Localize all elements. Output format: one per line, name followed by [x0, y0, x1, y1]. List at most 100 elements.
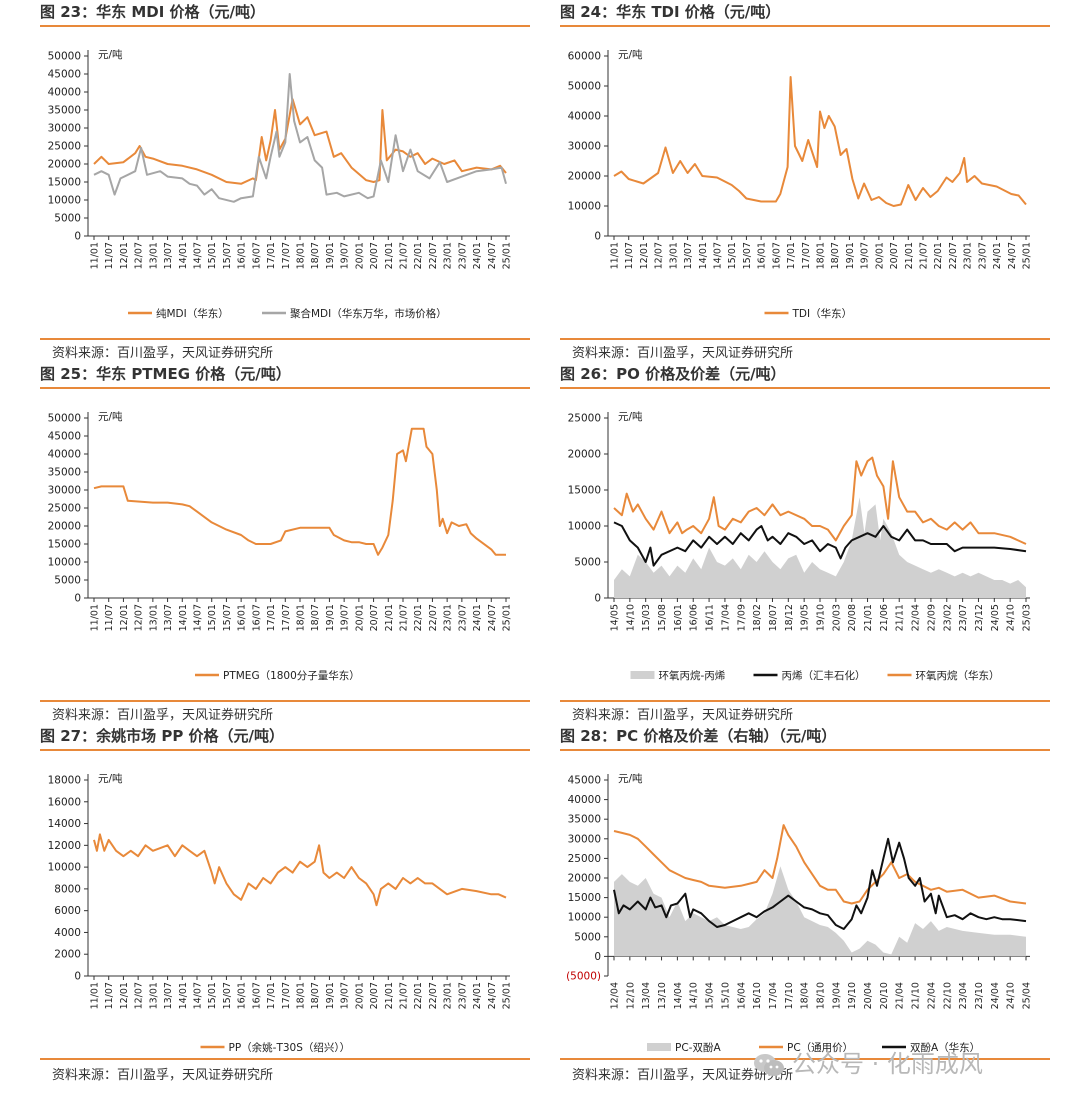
x-tick-label: 22/01 [933, 242, 944, 269]
x-tick-label: 23/01 [963, 242, 974, 269]
x-tick-label: 17/07 [281, 604, 292, 631]
source-rule [560, 338, 1050, 340]
source-rule [560, 1058, 1050, 1060]
panel-chart-27: 图 27：余姚市场 PP 价格（元/吨） 0 2000 4000 6000 8000 10… [40, 724, 530, 1094]
y-tick-label: 20000 [48, 521, 81, 533]
x-tick-label: 13/01 [148, 604, 159, 631]
x-tick-label: 19/01 [325, 982, 336, 1009]
x-tick-label: 24/01 [472, 982, 483, 1009]
x-tick-label: 25/03 [1022, 604, 1033, 631]
y-tick-label: 50000 [48, 51, 81, 63]
x-tick-label: 15/07 [222, 982, 233, 1009]
series-line [613, 837, 1027, 930]
x-tick-label: 20/07 [369, 982, 380, 1009]
x-tick-label: 13/01 [148, 982, 159, 1009]
panel-chart-25: 图 25：华东 PTMEG 价格（元/吨） 0 5000 10000 15000 200… [40, 362, 530, 723]
x-tick-label: 20/01 [354, 982, 365, 1009]
x-tick-label: 16/10 [752, 982, 763, 1009]
x-tick-label: 18/12 [784, 604, 795, 631]
x-tick-label: 13/04 [641, 982, 652, 1009]
series-line [93, 98, 507, 185]
x-tick-label: 23/07 [457, 242, 468, 269]
legend-swatch [630, 671, 655, 679]
x-tick-label: 15/04 [705, 982, 716, 1009]
y-tick-label: 0 [74, 231, 81, 243]
x-tick-label: 22/04 [911, 604, 922, 631]
x-tick-label: 17/09 [736, 604, 747, 631]
x-tick-label: 24/01 [992, 242, 1003, 269]
x-tick-label: 20/04 [863, 982, 874, 1009]
x-tick-label: 15/08 [657, 604, 668, 631]
x-tick-label: 25/01 [1022, 242, 1033, 269]
y-tick-label: 30000 [568, 833, 601, 845]
y-tick-label: 25000 [568, 413, 601, 425]
x-tick-label: 11/01 [90, 242, 101, 269]
x-tick-label: 19/04 [831, 982, 842, 1009]
x-tick-label: 22/07 [428, 604, 439, 631]
x-tick-label: 16/01 [237, 604, 248, 631]
x-tick-label: 15/03 [641, 604, 652, 631]
source-note: 资料来源：百川盈孚，天风证券研究所 [572, 346, 794, 361]
y-tick-label: 5000 [574, 931, 601, 943]
y-tick-label: 40000 [568, 111, 601, 123]
x-tick-label: 12/01 [119, 982, 130, 1009]
x-tick-label: 21/01 [384, 604, 395, 631]
title-rule [560, 387, 1050, 389]
y-tick-label: 0 [74, 593, 81, 605]
y-tick-label: 10000 [48, 195, 81, 207]
x-tick-label: 11/07 [104, 982, 115, 1009]
panel-chart-24: 图 24：华东 TDI 价格（元/吨） 0 10000 20000 30000 4000… [560, 0, 1050, 361]
chart-26-svg: 0 5000 10000 15000 20000 25000 元/吨 14/05 14/10 15… [568, 410, 1033, 682]
x-tick-label: 23/07 [977, 242, 988, 269]
y-tick-label: 12000 [48, 840, 81, 852]
y-tick-label: 20000 [568, 171, 601, 183]
x-tick-label: 19/01 [325, 604, 336, 631]
source-rule [40, 700, 530, 702]
x-tick-label: 15/01 [727, 242, 738, 269]
x-tick-label: 22/04 [926, 982, 937, 1009]
legend-label: PTMEG（1800分子量华东） [223, 669, 360, 682]
series-area [614, 866, 1026, 957]
x-tick-label: 21/10 [911, 982, 922, 1009]
y-tick-label: 16000 [48, 796, 81, 808]
y-tick-label: 45000 [568, 775, 601, 787]
x-tick-label: 15/10 [720, 982, 731, 1009]
chart-title: 图 24：华东 TDI 价格（元/吨） [560, 3, 781, 21]
x-tick-label: 16/06 [689, 604, 700, 631]
chart-23-svg: 0 5000 10000 15000 20000 25000 30000 35000 40000… [48, 48, 513, 320]
x-tick-label: 14/01 [178, 604, 189, 631]
x-tick-label: 16/07 [771, 242, 782, 269]
x-tick-label: 21/06 [879, 604, 890, 631]
x-tick-label: 14/05 [610, 604, 621, 631]
x-tick-label: 22/01 [413, 604, 424, 631]
y-tick-label: 8000 [54, 883, 81, 895]
x-tick-label: 23/01 [443, 982, 454, 1009]
y-tick-label: 10000 [568, 912, 601, 924]
y-tick-label: 15000 [48, 539, 81, 551]
x-tick-label: 21/07 [399, 242, 410, 269]
legend-label: 环氧丙烷（华东） [916, 669, 1000, 682]
x-tick-label: 23/10 [974, 982, 985, 1009]
x-tick-label: 24/07 [487, 242, 498, 269]
x-tick-label: 19/10 [816, 604, 827, 631]
y-tick-label: 15000 [568, 485, 601, 497]
series-area [614, 497, 1026, 598]
panel-chart-28: 图 28：PC 价格及价差（右轴）（元/吨） (5000) 0 5000 10000 1… [560, 724, 1050, 1094]
series-line [613, 824, 1027, 905]
x-tick-label: 16/01 [237, 982, 248, 1009]
title-rule [560, 749, 1050, 751]
y-tick-label: 25000 [48, 503, 81, 515]
y-tick-label: 10000 [48, 862, 81, 874]
legend-label: 纯MDI（华东） [156, 307, 229, 320]
x-tick-label: 19/07 [340, 242, 351, 269]
x-tick-label: 24/10 [1006, 982, 1017, 1009]
x-tick-label: 18/04 [800, 982, 811, 1009]
y-tick-label: 14000 [48, 818, 81, 830]
x-tick-label: 16/01 [237, 242, 248, 269]
x-tick-label: 18/02 [752, 604, 763, 631]
x-tick-label: 20/07 [369, 242, 380, 269]
x-tick-label: 21/01 [863, 604, 874, 631]
x-tick-label: 21/01 [384, 982, 395, 1009]
legend-label: PP（余姚-T30S（绍兴）） [229, 1041, 351, 1054]
x-tick-label: 12/07 [134, 604, 145, 631]
